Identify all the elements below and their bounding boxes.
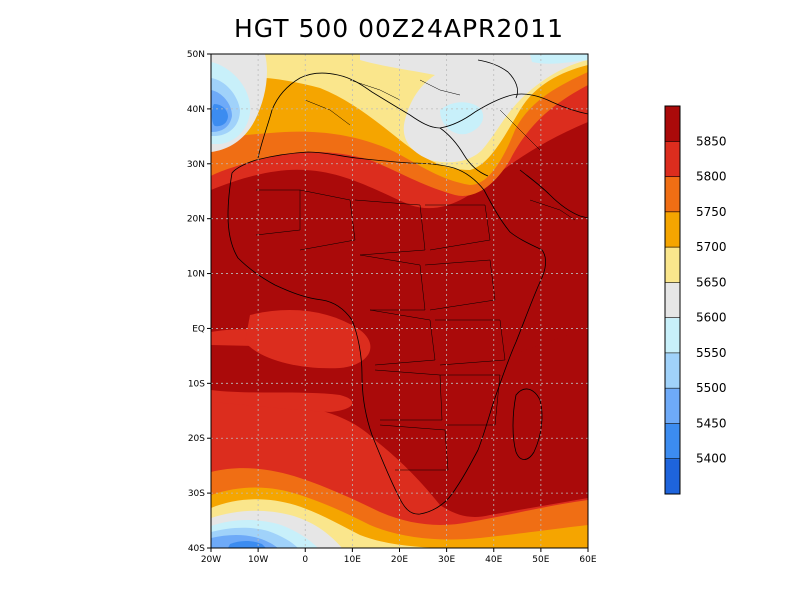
colorbar-swatch: [665, 247, 680, 283]
map-area: [211, 54, 588, 548]
lat-tick-label: EQ: [192, 324, 205, 334]
colorbar-label: 5750: [696, 205, 727, 219]
lon-tick-label: 20W: [201, 555, 221, 565]
colorbar-label: 5450: [696, 416, 727, 430]
lon-tick-labels: 20W 10W 0 10E 20E 30E 40E 50E 60E: [201, 548, 597, 565]
lat-tick-label: 30N: [187, 160, 205, 170]
colorbar-swatch: [665, 211, 680, 248]
contour-5400-south: [228, 541, 266, 548]
lat-tick-label: 40N: [187, 105, 205, 115]
graticule: [211, 54, 588, 548]
colorbar-swatch: [665, 458, 680, 495]
colorbar-label: 5600: [696, 311, 727, 325]
colorbar-swatch: [665, 176, 680, 213]
colorbar-swatch: [665, 141, 680, 178]
colorbar-swatch: [665, 317, 680, 354]
lat-tick-label: 10S: [188, 379, 205, 389]
lon-tick-label: 40E: [485, 555, 502, 565]
contour-5800-lobe: [245, 310, 371, 369]
lat-tick-label: 40S: [188, 544, 205, 554]
lat-tick-label: 20S: [188, 434, 205, 444]
contour-5550-ne: [530, 54, 588, 64]
lat-tick-label: 20N: [187, 215, 205, 225]
colorbar: 5400 5450 5500 5550 5600 5650 5700 5750 5800 5850: [664, 105, 727, 495]
lat-tick-label: 50N: [187, 50, 205, 60]
colorbar-swatch: [665, 282, 680, 319]
lon-tick-label: 50E: [532, 555, 549, 565]
colorbar-label: 5400: [696, 452, 727, 466]
lon-tick-label: 10E: [344, 555, 361, 565]
colorbar-frame: [664, 105, 681, 495]
lat-tick-label: 10N: [187, 270, 205, 280]
lon-tick-label: 30E: [438, 555, 455, 565]
contour-5400-west: [211, 104, 228, 127]
map-title: HGT 500 00Z24APR2011: [233, 14, 565, 43]
colorbar-label: 5500: [696, 381, 727, 395]
colorbar-swatch: [665, 423, 680, 460]
colorbar-swatch: [665, 388, 680, 424]
colorbar-swatch: [665, 106, 680, 142]
colorbar-label: 5850: [696, 134, 727, 148]
colorbar-label: 5650: [696, 275, 727, 289]
lat-tick-label: 30S: [188, 489, 205, 499]
lon-tick-label: 0: [302, 555, 308, 565]
contour-5550-med: [440, 102, 484, 135]
colorbar-label: 5550: [696, 346, 727, 360]
lon-tick-label: 60E: [579, 555, 596, 565]
contour-5800-lobe-south: [211, 390, 353, 412]
coastlines: [227, 59, 588, 515]
lat-tick-labels: 50N 40N 30N 20N 10N EQ 10S 20S 30S 40S: [187, 50, 211, 554]
colorbar-label: 5800: [696, 170, 727, 184]
colorbar-label: 5700: [696, 240, 727, 254]
colorbar-swatch: [665, 352, 680, 389]
lon-tick-label: 10W: [248, 555, 268, 565]
lon-tick-label: 20E: [391, 555, 408, 565]
